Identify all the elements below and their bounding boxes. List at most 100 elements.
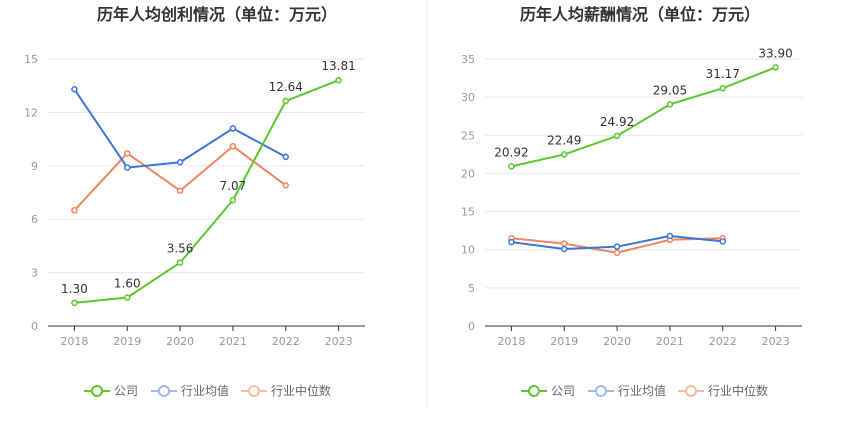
series-line-company	[511, 66, 776, 168]
data-label: 29.05	[653, 83, 687, 97]
data-point-company	[71, 299, 78, 307]
y-tick-label: 15	[461, 206, 475, 219]
y-axis-ticks: 0 3 6 9 12 15	[24, 53, 38, 333]
legend-item-company[interactable]: 公司	[521, 384, 575, 398]
legend-item-company[interactable]: 公司	[84, 384, 138, 398]
y-tick-label: 12	[24, 106, 38, 119]
data-point-company	[124, 294, 131, 301]
data-point-industry-avg	[561, 245, 568, 253]
data-point-industry-avg	[71, 86, 78, 93]
data-point-industry-median	[613, 249, 621, 257]
data-point-industry-median	[176, 187, 184, 194]
x-axis-ticks: 2018 2019 2020 2021 2022 2023	[497, 326, 790, 348]
x-tick-label: 2022	[709, 335, 737, 348]
data-point-company	[561, 151, 568, 158]
data-label: 3.56	[167, 242, 194, 256]
legend-item-industry-median[interactable]: 行业中位数	[678, 383, 768, 398]
x-tick-label: 2020	[603, 335, 631, 348]
grid-lines	[485, 58, 802, 289]
series-group	[508, 64, 779, 257]
data-point-company	[772, 64, 779, 71]
grid-lines	[48, 58, 365, 274]
y-tick-label: 3	[31, 267, 38, 280]
data-label: 22.49	[547, 133, 581, 147]
x-tick-label: 2019	[113, 335, 141, 348]
data-label: 7.07	[220, 179, 247, 193]
data-point-industry-median	[71, 207, 78, 214]
data-label: 12.64	[269, 80, 303, 94]
data-point-company	[613, 132, 621, 140]
data-point-company	[176, 259, 184, 266]
chart-title: 历年人均薪酬情况（单位：万元）	[520, 5, 760, 24]
x-tick-label: 2023	[762, 335, 790, 348]
data-point-industry-avg	[282, 153, 289, 161]
data-labels: 20.92 22.49 24.92 29.05 31.17 33.90	[494, 46, 793, 159]
data-point-industry-median	[124, 150, 131, 157]
y-axis-ticks: 0 5 10 15 20 25 30 35	[461, 53, 475, 333]
y-tick-label: 6	[31, 213, 38, 226]
legend-marker-industry-avg	[595, 385, 607, 397]
y-tick-label: 0	[31, 320, 38, 333]
data-point-company	[719, 84, 726, 92]
y-tick-label: 9	[31, 160, 38, 173]
x-tick-label: 2023	[325, 335, 353, 348]
legend-marker-industry-median	[248, 385, 260, 397]
legend-item-industry-median[interactable]: 行业中位数	[241, 383, 331, 398]
data-point-industry-avg	[229, 125, 237, 132]
x-tick-label: 2020	[166, 335, 194, 348]
data-point-company	[229, 196, 237, 204]
data-point-industry-median	[229, 142, 237, 150]
x-tick-label: 2018	[497, 335, 525, 348]
series-line-industry-median	[73, 145, 287, 211]
data-point-company	[335, 76, 342, 84]
legend-item-industry-avg[interactable]: 行业均值	[151, 383, 229, 398]
legend-label-company: 公司	[551, 384, 575, 398]
x-axis-ticks: 2018 2019 2020 2021 2022 2023	[60, 326, 353, 348]
x-tick-label: 2022	[272, 335, 300, 348]
data-point-company	[508, 163, 515, 170]
data-point-industry-avg	[508, 238, 515, 246]
legend: 公司 行业均值 行业中位数	[521, 383, 768, 398]
y-tick-label: 0	[468, 320, 475, 333]
legend-label-industry-median: 行业中位数	[271, 383, 331, 398]
y-tick-label: 15	[24, 53, 38, 66]
y-tick-label: 35	[461, 53, 475, 66]
data-label: 31.17	[706, 67, 740, 81]
data-point-industry-median	[561, 240, 568, 247]
x-tick-label: 2021	[656, 335, 684, 348]
legend: 公司 行业均值 行业中位数	[84, 383, 331, 398]
legend-marker-company	[91, 385, 103, 397]
chart-title: 历年人均创利情况（单位：万元）	[97, 5, 337, 24]
legend-item-industry-avg[interactable]: 行业均值	[588, 383, 666, 398]
data-label: 20.92	[494, 145, 528, 159]
profit-per-employee-chart: 历年人均创利情况（单位：万元） 0 3 6 9 12 15 2018 2019 2020 202…	[24, 5, 365, 398]
x-tick-label: 2021	[219, 335, 247, 348]
data-point-industry-avg	[124, 164, 131, 171]
series-line-company	[74, 79, 339, 304]
data-point-industry-avg	[176, 158, 184, 166]
y-tick-label: 10	[461, 244, 475, 257]
y-tick-label: 25	[461, 129, 475, 142]
data-label: 24.92	[600, 115, 634, 129]
legend-label-industry-avg: 行业均值	[181, 383, 229, 398]
legend-label-industry-avg: 行业均值	[618, 383, 666, 398]
data-label: 33.90	[758, 46, 792, 60]
data-label: 1.60	[114, 277, 141, 291]
x-tick-label: 2018	[60, 335, 88, 348]
data-point-industry-median	[282, 182, 289, 189]
y-tick-label: 30	[461, 91, 475, 104]
legend-label-industry-median: 行业中位数	[708, 383, 768, 398]
legend-marker-company	[528, 385, 540, 397]
y-tick-label: 5	[468, 282, 475, 295]
data-point-company	[666, 101, 674, 108]
series-group	[71, 76, 342, 307]
data-labels: 1.30 1.60 3.56 7.07 12.64 13.81	[61, 59, 356, 296]
data-label: 13.81	[321, 59, 355, 73]
data-point-industry-avg	[666, 232, 674, 240]
data-point-industry-avg	[719, 238, 726, 245]
legend-marker-industry-avg	[158, 385, 170, 397]
x-tick-label: 2019	[550, 335, 578, 348]
